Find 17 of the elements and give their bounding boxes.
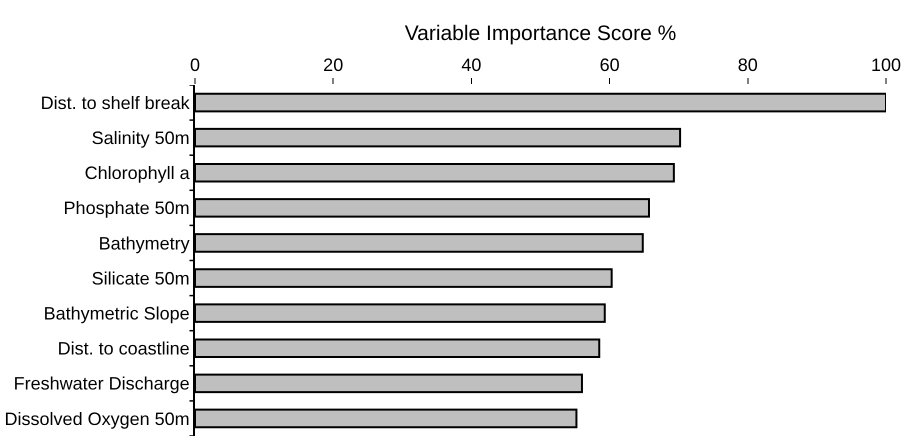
x-tick-label: 40	[461, 54, 482, 75]
x-tick-label: 60	[600, 54, 620, 75]
y-tick-label: Phosphate 50m	[64, 198, 190, 218]
y-tick-label: Salinity 50m	[92, 128, 190, 148]
x-tick-label: 80	[738, 54, 758, 75]
x-tick-label: 100	[870, 54, 902, 75]
x-tick-label: 0	[190, 54, 200, 75]
y-tick-label: Dist. to shelf break	[40, 92, 191, 113]
y-tick-label: Silicate 50m	[92, 268, 190, 288]
y-tick-label: Dissolved Oxygen 50m	[4, 408, 190, 429]
y-tick-label: Bathymetric Slope	[44, 303, 190, 324]
x-tick-label: 20	[323, 54, 344, 75]
y-tick-label: Dist. to coastline	[58, 338, 190, 359]
x-axis-title: Variable Importance Score %	[404, 22, 676, 45]
y-tick-label: Chlorophyll a	[84, 163, 191, 184]
y-tick-label: Freshwater Discharge	[14, 374, 190, 394]
y-tick-label: Bathymetry	[98, 233, 190, 254]
